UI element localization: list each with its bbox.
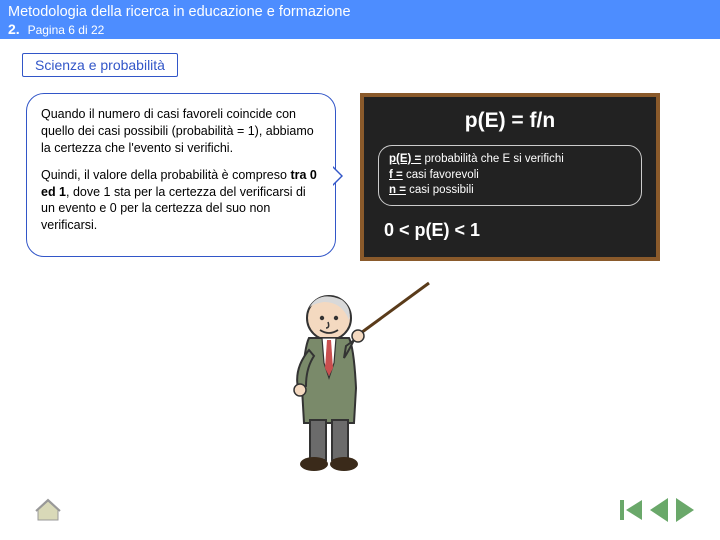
formula-range: 0 < p(E) < 1 — [378, 220, 642, 241]
page-label: Pagina 6 di 22 — [28, 23, 105, 37]
nav-controls — [620, 498, 694, 522]
header-bar: Metodologia della ricerca in educazione … — [0, 0, 720, 39]
legend-line-3: n = casi possibili — [389, 183, 631, 199]
bubble-p2-pre: Quindi, il valore della probabilità è co… — [41, 168, 290, 182]
legend-line-2: f = casi favorevoli — [389, 168, 631, 184]
legend-line-1: p(E) = probabilità che E si verifichi — [389, 152, 631, 168]
formula-main: p(E) = f/n — [378, 109, 642, 133]
nav-first-icon[interactable] — [620, 498, 642, 522]
teacher-illustration — [264, 278, 434, 478]
bubble-paragraph-2: Quindi, il valore della probabilità è co… — [41, 167, 321, 235]
section-number: 2. — [8, 21, 20, 37]
formula-legend: p(E) = probabilità che E si verifichi f … — [378, 145, 642, 206]
chalkboard: p(E) = f/n p(E) = probabilità che E si v… — [360, 93, 660, 261]
topic-badge: Scienza e probabilità — [22, 53, 178, 77]
nav-next-icon[interactable] — [676, 498, 694, 522]
nav-prev-icon[interactable] — [650, 498, 668, 522]
home-icon[interactable] — [34, 498, 62, 522]
bubble-paragraph-1: Quando il numero di casi favoreli coinci… — [41, 106, 321, 157]
speech-bubble: Quando il numero di casi favoreli coinci… — [26, 93, 336, 257]
course-title: Metodologia della ricerca in educazione … — [8, 4, 712, 20]
page-indicator: 2. Pagina 6 di 22 — [8, 21, 712, 37]
content-row: Quando il numero di casi favoreli coinci… — [0, 77, 720, 261]
bubble-p2-post: , dove 1 sta per la certezza del verific… — [41, 185, 306, 233]
